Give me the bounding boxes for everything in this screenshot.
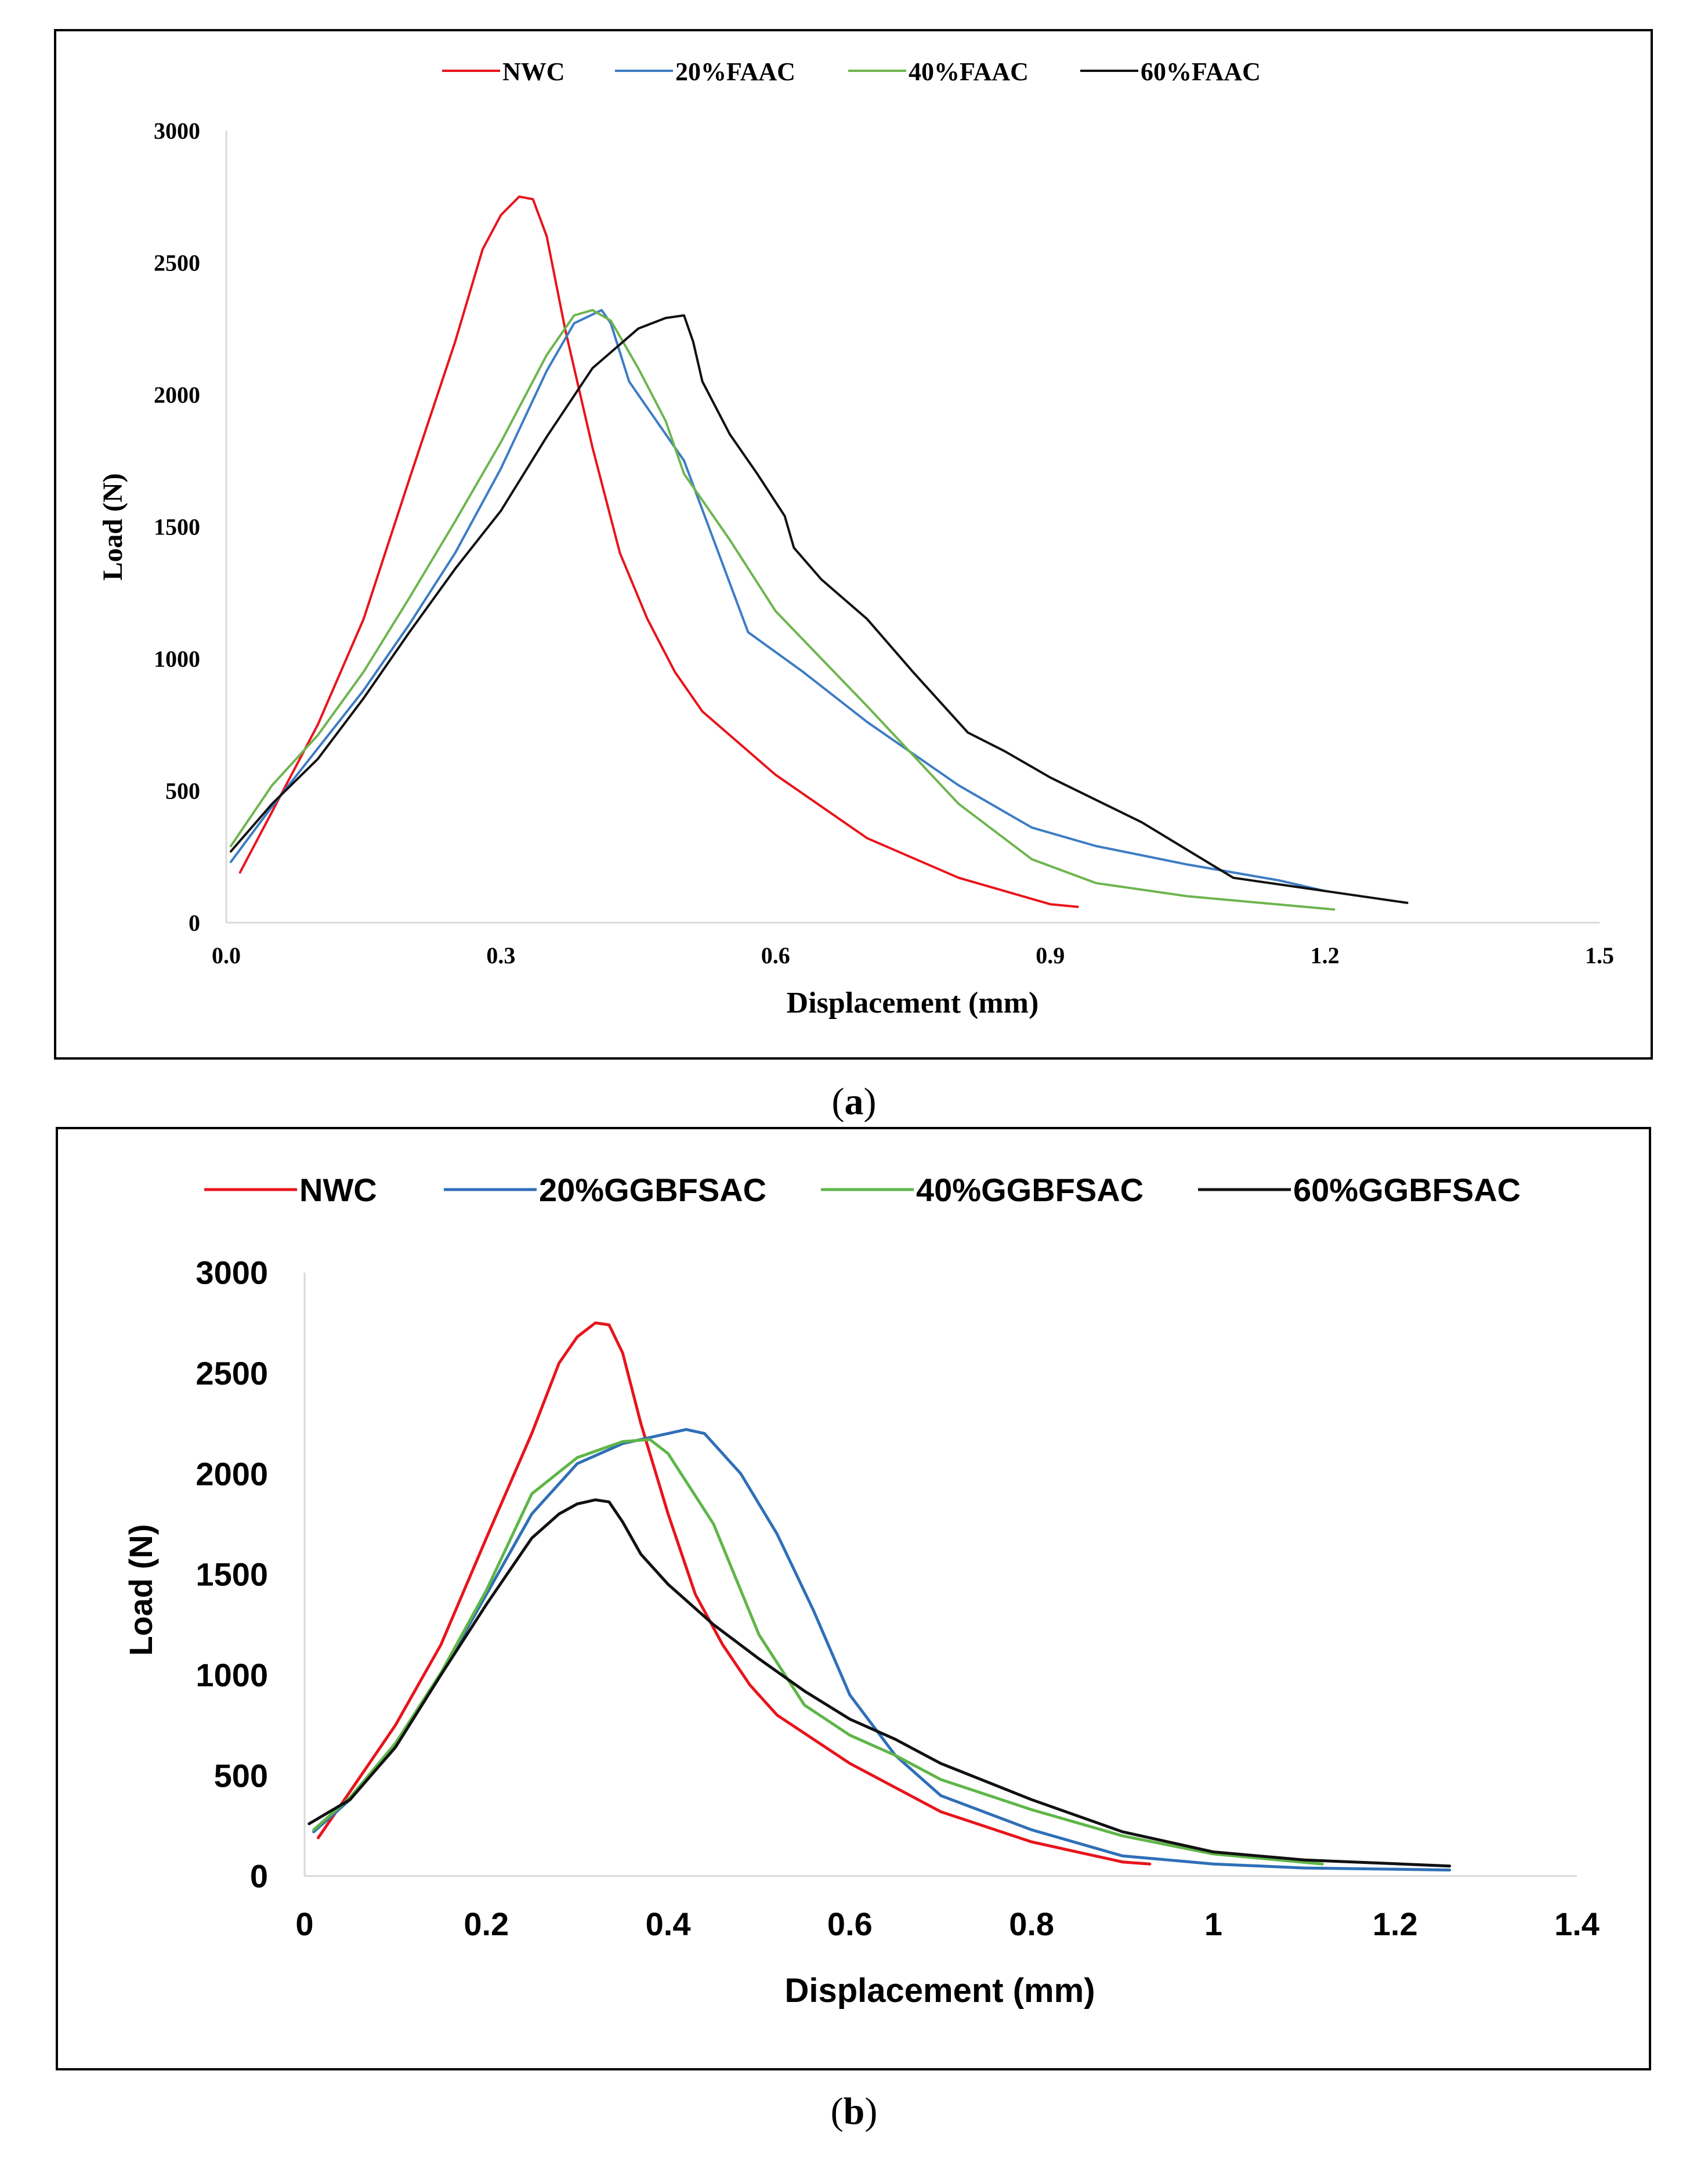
panel-a-y-tick-label: 3000 [154, 118, 200, 144]
panel-b-y-axis-label: Load (N) [122, 1524, 159, 1656]
panel-a-series [229, 195, 1409, 911]
panel-b: NWC 20%GGBFSAC 40%GGBFSAC 60%GGBFSAC 050010… [56, 1127, 1651, 2070]
panel-a-frame [54, 29, 1653, 1060]
panel-a-series-line-60pctfaac [229, 314, 1409, 904]
panel-a-series-line-40pctfaac [229, 309, 1336, 911]
panel-b-x-tick-label: 0.6 [827, 1906, 873, 1942]
panel-a-legend-label: 20%FAAC [675, 57, 795, 86]
panel-a-x-tick-label: 1.2 [1311, 942, 1340, 968]
panel-b-x-tick-label: 0.4 [646, 1906, 691, 1942]
panel-a-legend-label: 60%FAAC [1141, 57, 1261, 86]
panel-b-y-tick-label: 2000 [196, 1455, 268, 1492]
panel-b-y-tick-label: 0 [250, 1858, 268, 1895]
panel-b-x-tick-label: 1.2 [1373, 1906, 1418, 1942]
panel-b-x-tick-label: 0.2 [464, 1906, 509, 1942]
panel-b-legend-label: NWC [299, 1172, 377, 1208]
panel-b-legend-label: 20%GGBFSAC [539, 1172, 766, 1208]
panel-a-legend-label: 40%FAAC [909, 57, 1029, 86]
panel-a-legend: NWC 20%FAAC 40%FAAC 60%FAAC [442, 57, 1261, 86]
panel-a-caption: (a) [832, 1080, 877, 1123]
panel-a-y-axis-label: Load (N) [97, 473, 128, 580]
panel-a-x-tick-label: 1.5 [1585, 942, 1614, 968]
panel-b-frame [56, 1127, 1651, 2070]
panel-b-y-tick-label: 500 [214, 1757, 268, 1794]
panel-a-x-tick-label: 0.6 [761, 942, 790, 968]
panel-a-series-line-20pctfaac [229, 309, 1326, 892]
panel-a-legend-label: NWC [502, 57, 565, 86]
panel-a-letter: a [845, 1080, 864, 1123]
panel-a: NWC 20%FAAC 40%FAAC 60%FAAC 0 500 1000 1500 200… [54, 29, 1653, 1060]
panel-b-x-ticks: 0 0.2 0.4 0.6 0.8 1 1.2 1.4 [295, 1906, 1600, 1942]
panel-b-y-ticks: 0 500 1000 1500 2000 2500 3000 [196, 1255, 268, 1895]
panel-b-x-tick-label: 1.4 [1554, 1906, 1600, 1942]
panel-b-legend-label: 60%GGBFSAC [1293, 1172, 1521, 1208]
panel-b-caption: (b) [831, 2090, 878, 2133]
panel-a-x-axis-label: Displacement (mm) [787, 986, 1039, 1020]
panel-b-y-tick-label: 2500 [196, 1355, 268, 1392]
panel-b-x-tick-label: 1 [1204, 1906, 1222, 1942]
panel-a-y-tick-label: 1500 [154, 514, 200, 540]
panel-b-y-tick-label: 1000 [196, 1657, 268, 1693]
panel-b-letter: b [844, 2090, 865, 2133]
panel-b-legend: NWC 20%GGBFSAC 40%GGBFSAC 60%GGBFSAC [204, 1172, 1521, 1208]
panel-a-y-tick-label: 1000 [154, 646, 200, 672]
panel-b-legend-label: 40%GGBFSAC [916, 1172, 1144, 1208]
panel-b-series-line-nwc [317, 1321, 1152, 1866]
panel-b-x-tick-label: 0 [295, 1906, 313, 1942]
panel-b-series [307, 1321, 1452, 1872]
panel-b-y-tick-label: 3000 [196, 1255, 268, 1291]
panel-b-x-axis-label: Displacement (mm) [784, 1972, 1095, 2010]
panel-a-y-tick-label: 2500 [154, 250, 200, 276]
panel-a-x-ticks: 0.0 0.3 0.6 0.9 1.2 1.5 [212, 942, 1614, 968]
panel-a-y-ticks: 0 500 1000 1500 2000 2500 3000 [154, 118, 200, 936]
panel-a-y-tick-label: 0 [189, 910, 200, 936]
panel-b-series-line-40pctggbfsac [312, 1438, 1324, 1866]
panel-b-series-line-60pctggbfsac [307, 1498, 1452, 1868]
panel-b-series-line-20pctggbfsac [312, 1427, 1452, 1872]
panel-b-x-tick-label: 0.8 [1009, 1906, 1054, 1942]
panel-a-x-tick-label: 0.0 [212, 942, 241, 968]
panel-b-y-tick-label: 1500 [196, 1556, 268, 1593]
panel-a-x-tick-label: 0.3 [486, 942, 515, 968]
panel-a-y-tick-label: 500 [165, 778, 200, 804]
panel-a-y-tick-label: 2000 [154, 382, 200, 408]
panel-a-x-tick-label: 0.9 [1036, 942, 1065, 968]
